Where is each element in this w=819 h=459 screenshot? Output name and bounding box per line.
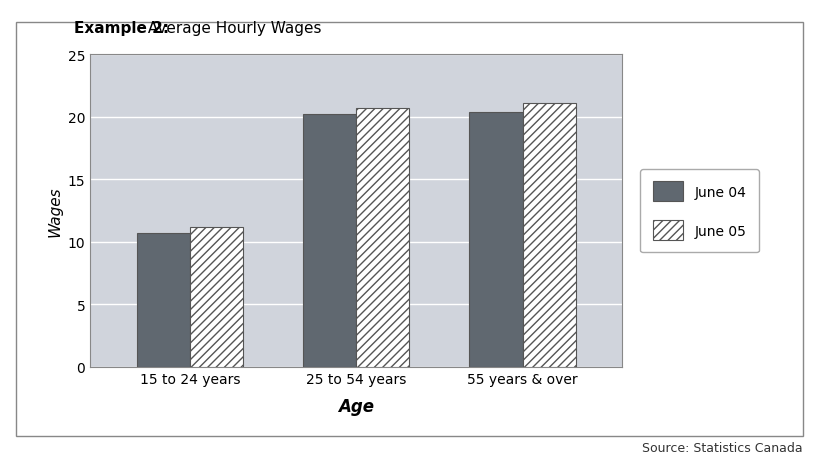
Bar	[190, 227, 243, 367]
Bar	[523, 104, 576, 367]
Bar	[303, 115, 356, 367]
Bar	[469, 112, 523, 367]
Text: Source: Statistics Canada: Source: Statistics Canada	[642, 442, 803, 454]
Legend: June 04, June 05: June 04, June 05	[640, 169, 758, 253]
Y-axis label: Wages: Wages	[47, 186, 62, 236]
Text: Example 2:: Example 2:	[74, 21, 169, 36]
X-axis label: Age: Age	[338, 397, 374, 415]
Text: Average Hourly Wages: Average Hourly Wages	[143, 21, 322, 36]
Bar	[356, 109, 410, 367]
Bar	[137, 234, 190, 367]
